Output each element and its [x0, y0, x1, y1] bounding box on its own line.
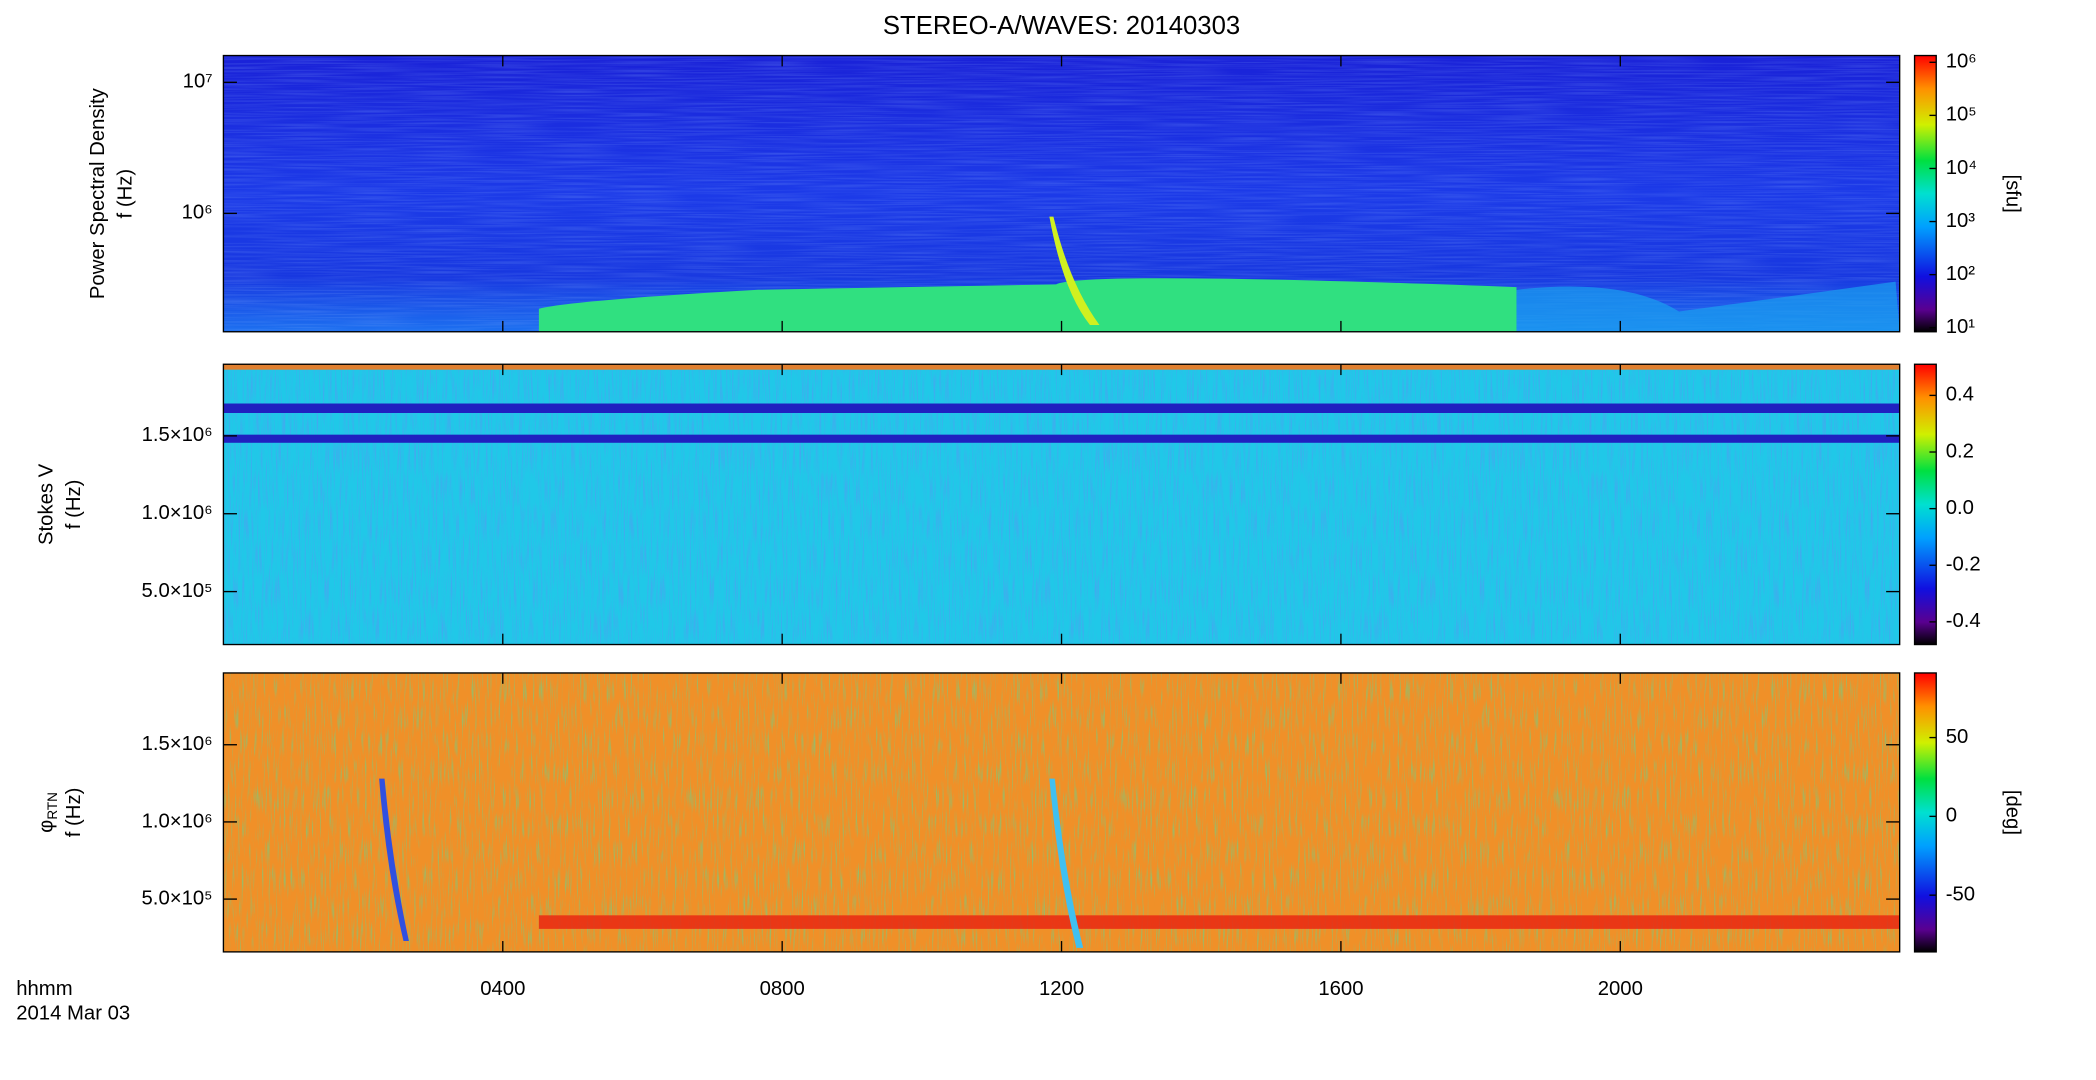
x-axis-label: hhmm: [16, 978, 72, 1000]
y-tick-label: 1.5×10⁶: [142, 424, 213, 446]
y-tick-label: 10⁶: [182, 202, 213, 224]
spectrogram-burst: [1049, 778, 1084, 948]
spectrogram-burst: [379, 778, 409, 942]
spectrogram-band: [1516, 281, 1900, 332]
y-tick-label: 10⁷: [183, 71, 213, 93]
x-tick-label: 1600: [1318, 978, 1363, 1000]
colorbar-label: [deg]: [2002, 790, 2024, 835]
y-tick-label: 1.0×10⁶: [142, 810, 213, 832]
y-axis-quantity-text: Power Spectral Density: [87, 87, 109, 299]
colorbar-tick-label: 0.0: [1946, 497, 1974, 519]
colorbar-tick-label: 0: [1946, 805, 1957, 827]
y-axis-quantity: Power Spectral Density: [87, 87, 109, 299]
y-axis-quantity-subscript: RTN: [44, 792, 59, 820]
x-tick-label: 1200: [1039, 978, 1084, 1000]
colorbar-tick-label: -0.2: [1946, 554, 1981, 576]
colorbar-tick-label: 10⁶: [1946, 51, 1977, 73]
y-tick-label: 5.0×10⁵: [142, 580, 213, 602]
spectrogram-band: [223, 403, 1900, 413]
y-tick-label: 5.0×10⁵: [142, 887, 213, 909]
colorbar: [1913, 54, 1937, 333]
x-tick-label: 2000: [1598, 978, 1643, 1000]
colorbar-label: [sfu]: [2002, 174, 2024, 212]
spectrogram-band: [223, 434, 1900, 443]
spectrogram-noise: [223, 672, 1900, 952]
colorbar-tick-label: 10⁵: [1946, 104, 1977, 126]
y-tick-label: 1.5×10⁶: [142, 733, 213, 755]
y-axis-quantity: φRTN: [36, 792, 60, 833]
colorbar-tick-label: 10²: [1946, 263, 1976, 285]
colorbar-tick-label: -50: [1946, 884, 1975, 906]
y-axis-quantity-text: φ: [36, 820, 58, 833]
colorbar-tick-label: 0.2: [1946, 440, 1974, 462]
colorbar: [1913, 363, 1937, 646]
y-axis-label: f (Hz): [63, 788, 85, 838]
spectrogram-band: [538, 915, 1900, 929]
colorbar-tick-label: 50: [1946, 726, 1969, 748]
y-tick-label: 1.0×10⁶: [142, 502, 213, 524]
x-axis-label: 2014 Mar 03: [16, 1003, 130, 1025]
colorbar-tick-label: 10¹: [1946, 316, 1976, 338]
colorbar-tick-label: 10⁴: [1946, 157, 1977, 179]
colorbar-tick-label: -0.4: [1946, 610, 1981, 632]
y-axis-quantity: Stokes V: [36, 463, 58, 545]
x-tick-label: 0400: [480, 978, 525, 1000]
chart-title: STEREO-A/WAVES: 20140303: [883, 12, 1240, 40]
x-tick-label: 0800: [760, 978, 805, 1000]
spectrogram-burst: [1049, 216, 1100, 325]
y-axis-label: f (Hz): [114, 169, 136, 219]
spectrogram-images: [223, 55, 1900, 952]
y-axis-quantity-text: Stokes V: [36, 463, 58, 545]
colorbar: [1913, 672, 1937, 953]
spectrogram-band: [538, 278, 1517, 332]
y-axis-label: f (Hz): [63, 480, 85, 530]
colorbar-tick-label: 10³: [1946, 210, 1976, 232]
colorbar-tick-label: 0.4: [1946, 384, 1974, 406]
